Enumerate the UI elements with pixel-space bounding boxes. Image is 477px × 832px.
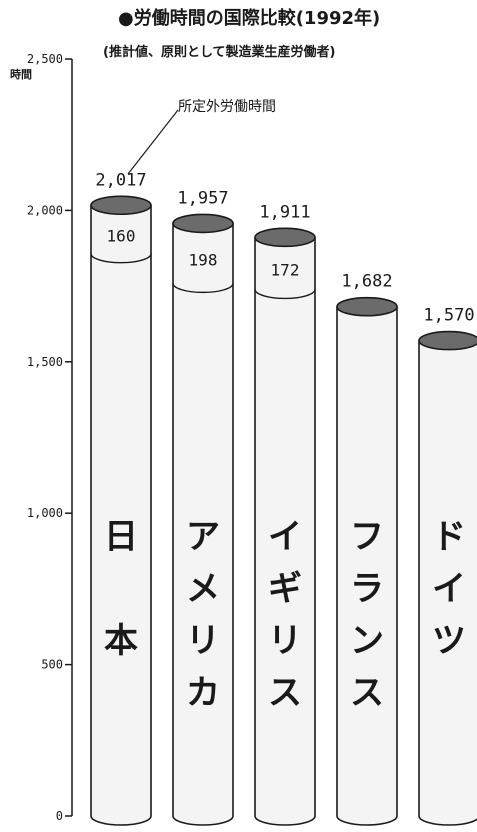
country-label-char: ア	[186, 517, 220, 557]
bar-total-label: 2,017	[95, 170, 146, 190]
country-label-char: メ	[186, 569, 220, 609]
bar-top-cap	[91, 196, 151, 214]
country-label-char: ラ	[350, 569, 384, 609]
bar-total-label: 1,682	[341, 272, 392, 292]
country-label-char: フ	[350, 517, 384, 557]
overtime-annotation: 所定外労働時間	[128, 99, 276, 174]
country-label-char: ス	[350, 673, 384, 713]
chart-subtitle: (推計値、原則として製造業生産労働者)	[103, 44, 336, 60]
overtime-value-label: 172	[271, 260, 300, 279]
country-label-char: イ	[432, 569, 466, 609]
country-label-char: リ	[186, 621, 220, 661]
country-label-char: ド	[432, 517, 466, 557]
bar-total-label: 1,957	[177, 188, 228, 208]
y-tick-label: 1,500	[27, 355, 63, 369]
country-label-char: 本	[104, 621, 138, 661]
bar-body	[337, 307, 397, 825]
overtime-value-label: 198	[189, 250, 218, 269]
y-tick-label: 0	[56, 809, 63, 823]
bars: 1602,017日本1981,957アメリカ1721,911イギリス1,682フ…	[91, 170, 477, 825]
chart-title: ●労働時間の国際比較(1992年)	[118, 7, 380, 29]
bar-body	[91, 205, 151, 825]
bar-top-cap	[419, 332, 477, 350]
country-label-char: ツ	[432, 621, 466, 661]
y-tick-label: 500	[41, 658, 63, 672]
y-axis-unit: 時間	[10, 67, 32, 81]
country-label-char: リ	[268, 621, 302, 661]
bar-top-cap	[255, 228, 315, 246]
annotation-leader-line	[128, 110, 178, 174]
country-label-char: イ	[268, 517, 302, 557]
country-label-char: ス	[268, 673, 302, 713]
y-tick-label: 2,500	[27, 52, 63, 66]
bar-0: 160 2,017 日本	[91, 170, 151, 825]
country-label-char: カ	[186, 673, 220, 713]
country-label-char: ン	[350, 621, 384, 661]
country-label-char: 日	[104, 517, 138, 557]
y-axis: 0 500 1,000 1,500 2,000 2,500	[27, 52, 72, 823]
overtime-value-label: 160	[107, 226, 136, 245]
y-tick-label: 2,000	[27, 203, 63, 217]
country-label-char: ギ	[268, 569, 302, 609]
bar-total-label: 1,570	[423, 306, 474, 326]
y-tick-label: 1,000	[27, 506, 63, 520]
bar-top-cap	[337, 298, 397, 316]
bar-total-label: 1,911	[259, 202, 310, 222]
bar-top-cap	[173, 214, 233, 232]
annotation-label: 所定外労働時間	[178, 99, 276, 115]
bar-4: 1,570 ドイツ	[419, 306, 477, 825]
